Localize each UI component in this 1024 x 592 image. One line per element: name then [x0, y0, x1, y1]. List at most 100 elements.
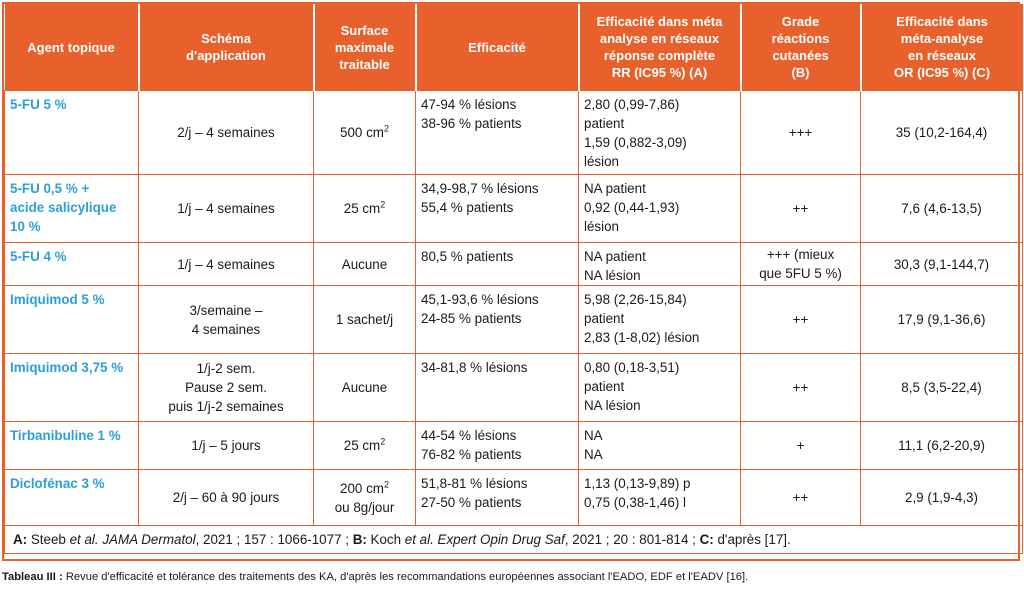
surface-cell: 25 cm2	[313, 421, 416, 470]
cell-line: lésion	[584, 154, 619, 169]
header-or: Efficacité dans méta-analyse en réseaux OR …	[859, 4, 1023, 91]
or-cell: 8,5 (3,5-22,4)	[860, 353, 1023, 422]
rr-cell: 5,98 (2,26-15,84) patient 2,83 (1-8,02) lé…	[578, 285, 741, 354]
cell-line: 47-94 % lésions	[421, 97, 517, 112]
grade-cell: +	[740, 421, 861, 470]
header-grade: Grade réactions cutanées (B)	[739, 4, 861, 91]
agent-cell: Imiquimod 5 %	[4, 285, 139, 354]
surface-cell: 500 cm2	[313, 90, 416, 175]
grade-cell: ++	[740, 469, 861, 526]
cell-line: NA lésion	[584, 398, 641, 413]
surface-value: 200 cm2	[319, 479, 410, 498]
cell-line: 1/j – 5 jours	[191, 438, 261, 453]
cell-line: 1/j – 4 semaines	[177, 256, 275, 272]
agent-cell: 5-FU 0,5 % + acide salicylique 10 %	[4, 174, 139, 243]
cell-line: 2,83 (1-8,02) lésion	[584, 330, 700, 345]
cell-line: 0,92 (0,44-1,93)	[584, 200, 680, 215]
surface-exponent: 2	[380, 436, 386, 447]
cell-line: 27-50 % patients	[421, 495, 522, 510]
cell-line: que 5FU 5 %)	[759, 266, 842, 281]
table-row: Imiquimod 3,75 % 1/j-2 sem. Pause 2 sem. pu…	[4, 353, 1023, 422]
surface-cell: 1 sachet/j	[313, 285, 416, 354]
table-caption: Tableau III : Revue d'efficacité et tolé…	[2, 571, 748, 583]
header-grade-line: Grade	[781, 14, 820, 29]
cell-line: NA	[584, 428, 603, 443]
schema-cell: 1/j – 5 jours	[138, 421, 314, 470]
cell-line: 34,9-98,7 % lésions	[421, 181, 539, 196]
header-surface-line: maximale	[334, 39, 395, 55]
surface-exponent: 2	[380, 199, 386, 210]
cell-line: 0,75 (0,38-1,46) l	[584, 495, 686, 510]
surface-cell: Aucune	[313, 353, 416, 422]
surface-text: Aucune	[341, 380, 388, 395]
cell-line: patient	[584, 379, 625, 394]
cell-line: NA	[584, 447, 603, 462]
surface-cell: 200 cm2 ou 8g/jour	[313, 469, 416, 526]
table-row: 5-FU 0,5 % + acide salicylique 10 % 1/j – 4…	[4, 174, 1023, 243]
cell-line: +++	[788, 125, 813, 140]
cell-line: ++	[792, 201, 809, 216]
table-row: 5-FU 4 % 1/j – 4 semaines Aucune 80,5 % pat…	[4, 242, 1023, 286]
cell-line: +	[796, 438, 805, 453]
header-schema: Schéma d'application	[137, 4, 314, 91]
surface-value: 1 sachet/j	[319, 310, 410, 329]
surface-exponent: 2	[383, 479, 389, 490]
cell-line: acide salicylique	[10, 200, 117, 215]
cell-line: 5-FU 0,5 % +	[10, 181, 90, 196]
cell-line: 76-82 % patients	[421, 447, 522, 462]
cell-line: 24-85 % patients	[421, 311, 522, 326]
cell-line: Pause 2 sem.	[185, 380, 267, 395]
cell-line: ++	[792, 312, 809, 327]
cell-line: 0,80 (0,18-3,51)	[584, 360, 680, 375]
rr-cell: NA patient NA lésion	[578, 242, 741, 286]
header-row: Agent topique Schéma d'application Surface m…	[4, 4, 1023, 91]
header-surface-line: traitable	[339, 56, 390, 72]
cell-line: patient	[584, 311, 625, 326]
header-efficacite-line: Efficacité	[468, 39, 526, 55]
footnote-c-key: C:	[699, 532, 714, 547]
efficacite-cell: 34,9-98,7 % lésions 55,4 % patients	[415, 174, 579, 243]
footnote-cell: A: Steeb et al. JAMA Dermatol, 2021 ; 15…	[4, 525, 1023, 554]
or-cell: 11,1 (6,2-20,9)	[860, 421, 1023, 470]
cell-line: NA lésion	[584, 268, 641, 283]
agent-cell: 5-FU 5 %	[4, 90, 139, 175]
or-cell: 35 (10,2-164,4)	[860, 90, 1023, 175]
cell-line: patient	[584, 116, 625, 131]
grade-cell: ++	[740, 285, 861, 354]
cell-line: 2,80 (0,99-7,86)	[584, 97, 680, 112]
rr-cell: 1,13 (0,13-9,89) p 0,75 (0,38-1,46) l	[578, 469, 741, 526]
agent-cell: Imiquimod 3,75 %	[4, 353, 139, 422]
header-rr: Efficacité dans méta analyse en réseaux ré…	[577, 4, 741, 91]
cell-line: Tirbanibuline 1 %	[10, 428, 121, 443]
cell-line: 4 semaines	[191, 321, 261, 337]
cell-line: Diclofénac 3 %	[10, 476, 105, 491]
cell-line: 1/j-2 sem.	[196, 361, 256, 376]
cell-line: ++	[792, 490, 809, 505]
footnote-a-key: A:	[13, 532, 28, 547]
or-cell: 2,9 (1,9-4,3)	[860, 469, 1023, 526]
cell-line: 3/semaine –	[189, 302, 263, 318]
surface-cell: Aucune	[313, 242, 416, 286]
cell-line: NA patient	[584, 249, 646, 264]
cell-line: 2/j – 4 semaines	[177, 125, 275, 140]
footnote-b-pre: Koch	[366, 532, 405, 547]
header-agent-line: Agent topique	[27, 39, 115, 55]
cell-line: 44-54 % lésions	[421, 428, 517, 443]
cell-line: Imiquimod 3,75 %	[10, 360, 124, 375]
footnote-c-post: d'après [17].	[713, 532, 791, 547]
agent-cell: Tirbanibuline 1 %	[4, 421, 139, 470]
efficacite-cell: 44-54 % lésions 76-82 % patients	[415, 421, 579, 470]
agent-cell: Diclofénac 3 %	[4, 469, 139, 526]
header-grade-line: réactions	[771, 31, 830, 46]
cell-line: 2/j – 60 à 90 jours	[172, 490, 280, 505]
cell-line: 1/j – 4 semaines	[177, 201, 275, 216]
surface-value: 25 cm2	[319, 199, 410, 218]
rr-cell: 2,80 (0,99-7,86) patient 1,59 (0,882-3,09)…	[578, 90, 741, 175]
cell-line: 51,8-81 % lésions	[421, 476, 528, 491]
cell-line: +++ (mieux	[766, 247, 835, 262]
header-rr-line: Efficacité dans méta	[596, 14, 723, 29]
surface-value: Aucune	[319, 378, 410, 397]
header-agent: Agent topique	[4, 4, 139, 91]
header-rr-line: analyse en réseaux	[599, 31, 720, 46]
surface-text: Aucune	[341, 256, 388, 272]
